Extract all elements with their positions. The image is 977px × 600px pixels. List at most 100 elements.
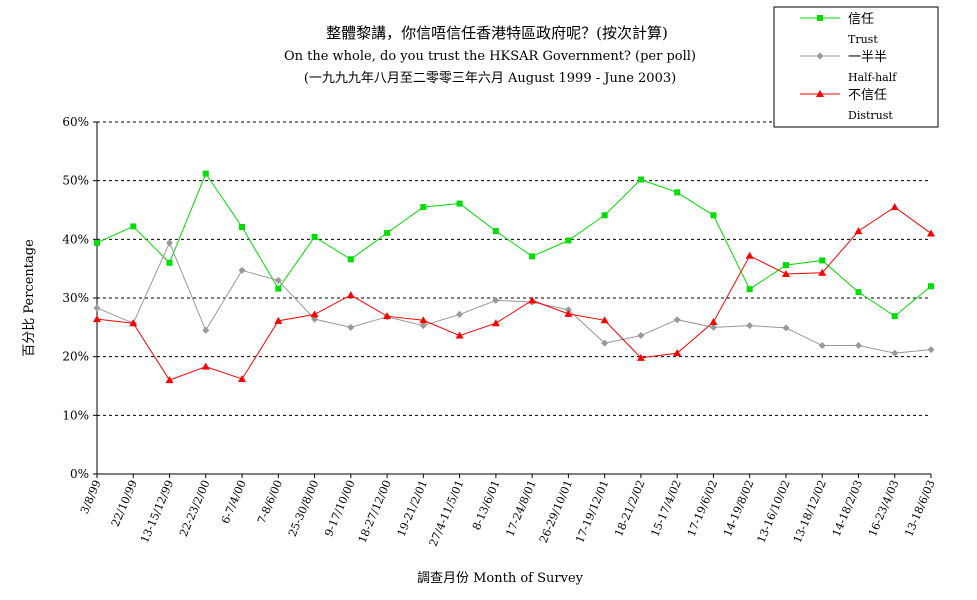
chart-subtitle-date-range: (一九九九年八月至二零零三年六月 August 1999 - June 2003… bbox=[304, 71, 676, 86]
data-point bbox=[746, 322, 754, 330]
legend-label-en: Distrust bbox=[848, 109, 893, 122]
x-tick-label: 9-17/10/00 bbox=[322, 478, 357, 538]
data-point bbox=[674, 189, 681, 196]
data-point bbox=[419, 316, 428, 324]
x-tick-label: 15-17/4/02 bbox=[648, 478, 683, 538]
data-point bbox=[710, 212, 717, 219]
x-tick-label: 13-18/6/03 bbox=[902, 478, 937, 538]
x-tick-label: 18-21/2/02 bbox=[612, 478, 647, 538]
series-half-half bbox=[93, 239, 935, 357]
data-point bbox=[202, 170, 209, 177]
data-point bbox=[130, 223, 137, 230]
x-tick-label: 17-19/12/01 bbox=[573, 478, 611, 545]
data-point bbox=[782, 324, 790, 332]
x-tick-label: 26-29/10/01 bbox=[537, 478, 575, 545]
x-tick-label: 8-13/6/01 bbox=[470, 478, 503, 532]
data-point bbox=[637, 332, 645, 340]
data-point bbox=[636, 353, 645, 361]
data-point bbox=[419, 322, 427, 330]
x-tick-label: 16-23/4/03 bbox=[866, 478, 901, 538]
data-point bbox=[93, 304, 101, 312]
x-tick-label: 18-27/12/00 bbox=[356, 478, 394, 545]
data-point bbox=[238, 266, 246, 274]
data-point bbox=[528, 296, 537, 304]
x-tick-label: 13-18/12/02 bbox=[791, 478, 829, 545]
data-point bbox=[854, 227, 863, 235]
data-point bbox=[855, 289, 862, 296]
data-point bbox=[384, 229, 391, 236]
data-point bbox=[491, 319, 500, 327]
data-point bbox=[601, 212, 608, 219]
legend: 信任 Trust 一半半 Half-half 不信任 Distrust bbox=[773, 6, 939, 128]
x-tick-label: 7-8/6/00 bbox=[255, 478, 285, 526]
data-point bbox=[94, 239, 100, 246]
data-point bbox=[310, 310, 319, 318]
data-point bbox=[637, 176, 644, 183]
data-point bbox=[564, 306, 572, 314]
data-point bbox=[709, 318, 718, 326]
legend-label: 不信任 bbox=[848, 88, 887, 103]
x-tick-label: 22-23/2/00 bbox=[177, 478, 212, 538]
x-axis-label: 調查月份 Month of Survey bbox=[417, 571, 584, 586]
legend-label-en: Half-half bbox=[848, 71, 897, 84]
y-tick-label: 50% bbox=[62, 174, 89, 188]
data-point bbox=[129, 319, 138, 327]
data-point bbox=[165, 376, 174, 384]
x-tick-label: 13-15/12/99 bbox=[138, 478, 176, 545]
x-tick-label: 17-19/6/02 bbox=[685, 478, 720, 538]
data-point bbox=[673, 349, 682, 357]
data-point bbox=[565, 237, 572, 244]
series-trust bbox=[94, 170, 934, 320]
legend-label-en: Trust bbox=[848, 33, 878, 46]
data-point bbox=[709, 323, 717, 331]
y-tick-label: 20% bbox=[62, 350, 89, 364]
x-tick-label: 6-7/4/00 bbox=[219, 478, 249, 526]
data-point bbox=[420, 204, 427, 211]
chart-title: 整體黎講，你信唔信任香港特區政府呢？(按次計算) bbox=[326, 24, 668, 42]
axes bbox=[96, 122, 932, 478]
x-tick-label: 14-19/8/02 bbox=[721, 478, 756, 538]
data-series bbox=[93, 170, 935, 384]
data-point bbox=[927, 229, 935, 237]
data-point bbox=[202, 326, 210, 334]
data-point bbox=[891, 313, 898, 320]
y-tick-label: 10% bbox=[62, 408, 89, 422]
gridlines bbox=[93, 121, 931, 475]
data-point bbox=[93, 315, 101, 323]
data-point bbox=[529, 253, 536, 260]
data-point bbox=[781, 269, 790, 277]
data-point bbox=[601, 339, 609, 347]
data-point bbox=[455, 331, 464, 339]
series-line bbox=[96, 241, 932, 354]
legend-label: 信任 bbox=[848, 12, 874, 27]
x-tick-label: 3/8/99 bbox=[78, 478, 104, 516]
data-point bbox=[492, 296, 500, 304]
data-point bbox=[890, 203, 899, 211]
data-point bbox=[600, 316, 609, 324]
data-point bbox=[456, 200, 463, 207]
data-point bbox=[274, 276, 282, 284]
legend-marker bbox=[817, 15, 823, 21]
data-point bbox=[854, 342, 862, 350]
data-point bbox=[166, 259, 173, 266]
series-line bbox=[96, 172, 932, 317]
x-tick-label: 25-30/8/00 bbox=[286, 478, 321, 538]
data-point bbox=[891, 349, 899, 357]
data-point bbox=[274, 316, 283, 324]
y-tick-label: 40% bbox=[62, 232, 89, 246]
series-line bbox=[96, 206, 932, 381]
y-tick-label: 0% bbox=[70, 467, 89, 481]
data-point bbox=[928, 283, 934, 290]
chart-title-group: 整體黎講，你信唔信任香港特區政府呢？(按次計算) On the whole, d… bbox=[284, 24, 696, 86]
data-point bbox=[166, 239, 174, 247]
y-tick-labels: 0% 10% 20% 30% 40% 50% 60% bbox=[62, 115, 89, 481]
data-point bbox=[818, 268, 827, 276]
legend-marker bbox=[816, 90, 824, 97]
data-point bbox=[492, 228, 499, 235]
data-point bbox=[782, 262, 789, 269]
data-point bbox=[745, 251, 754, 259]
x-tick-label: 13-16/10/02 bbox=[755, 478, 793, 545]
data-point bbox=[311, 233, 318, 240]
